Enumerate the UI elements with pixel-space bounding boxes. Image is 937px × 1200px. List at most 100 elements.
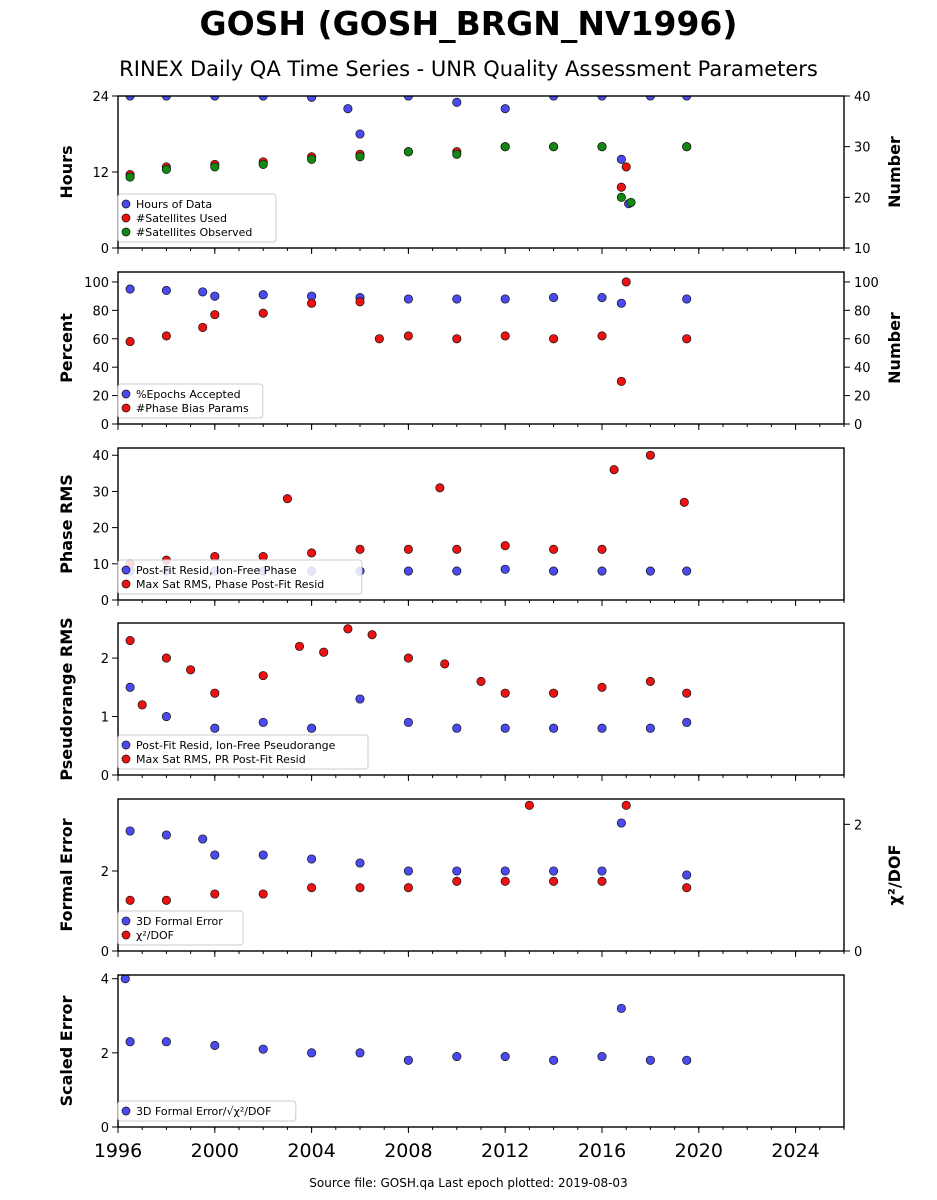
data-point bbox=[258, 290, 268, 300]
data-point bbox=[452, 1052, 462, 1062]
data-point bbox=[549, 1055, 559, 1065]
y2-tick-label: 40 bbox=[854, 90, 871, 105]
legend-marker bbox=[121, 754, 131, 764]
data-point bbox=[258, 1044, 268, 1054]
data-point bbox=[307, 548, 317, 558]
data-point bbox=[120, 975, 130, 984]
y-tick-label: 10 bbox=[92, 558, 109, 573]
y-tick-label: 12 bbox=[92, 166, 109, 181]
y-tick-label: 0 bbox=[101, 242, 109, 257]
data-point bbox=[210, 850, 220, 860]
y2-tick-label: 0 bbox=[854, 945, 862, 960]
data-point bbox=[403, 147, 413, 157]
data-point bbox=[597, 682, 607, 692]
y-tick-label: 2 bbox=[101, 865, 109, 880]
data-point bbox=[549, 566, 559, 576]
data-point bbox=[682, 717, 692, 727]
y-axis-label: Hours bbox=[57, 145, 76, 198]
y2-axis-label: Number bbox=[885, 312, 904, 384]
data-point bbox=[355, 297, 365, 307]
y2-tick-label: 20 bbox=[854, 191, 871, 206]
data-point bbox=[307, 298, 317, 308]
y-tick-label: 40 bbox=[92, 449, 109, 464]
y-axis-label: Phase RMS bbox=[57, 474, 76, 574]
data-point bbox=[616, 298, 626, 308]
data-point bbox=[682, 688, 692, 698]
data-point bbox=[621, 800, 631, 810]
data-point bbox=[125, 682, 135, 692]
x-tick-label: 2024 bbox=[771, 1140, 819, 1162]
data-point bbox=[198, 322, 208, 332]
y-tick-label: 24 bbox=[92, 90, 109, 105]
data-point bbox=[597, 293, 607, 303]
series-points bbox=[125, 277, 692, 386]
data-point bbox=[403, 331, 413, 341]
y-tick-label: 2 bbox=[101, 652, 109, 667]
x-tick-label: 1996 bbox=[94, 1140, 142, 1162]
legend-marker bbox=[121, 227, 131, 237]
data-point bbox=[258, 889, 268, 899]
plot-frame bbox=[117, 95, 845, 249]
panel-6: 1996 2000 2004 2008 2012 2016 2020 2024 0 2 4 Scale… bbox=[57, 973, 845, 1162]
data-point bbox=[258, 717, 268, 727]
legend-marker bbox=[121, 579, 131, 589]
data-point bbox=[621, 277, 631, 287]
legend: Post-Fit Resid, Ion-Free PseudorangeMax … bbox=[117, 734, 369, 770]
y2-tick-label: 40 bbox=[854, 361, 871, 376]
y2-tick-label: 80 bbox=[854, 304, 871, 319]
data-point bbox=[403, 566, 413, 576]
data-point bbox=[403, 294, 413, 304]
legend: %Epochs Accepted#Phase Bias Params bbox=[117, 383, 264, 419]
plot-frame bbox=[117, 447, 845, 601]
data-point bbox=[403, 717, 413, 727]
legend-box bbox=[117, 734, 369, 770]
data-point bbox=[258, 850, 268, 860]
data-point bbox=[161, 830, 171, 840]
x-tick-label: 2012 bbox=[481, 1140, 529, 1162]
y-tick-label: 0 bbox=[101, 418, 109, 433]
data-point bbox=[616, 192, 626, 202]
y2-tick-label: 60 bbox=[854, 333, 871, 348]
data-point bbox=[403, 866, 413, 876]
y-tick-label: 0 bbox=[101, 594, 109, 609]
legend-marker bbox=[121, 199, 131, 209]
data-point bbox=[125, 635, 135, 646]
data-point bbox=[210, 889, 220, 899]
data-point bbox=[549, 544, 559, 554]
data-point bbox=[626, 197, 636, 207]
y2-tick-label: 0 bbox=[854, 418, 862, 433]
data-point bbox=[452, 723, 462, 733]
data-point bbox=[597, 876, 607, 886]
data-point bbox=[355, 152, 365, 162]
data-point bbox=[367, 630, 377, 640]
y-tick-label: 2 bbox=[101, 1047, 109, 1062]
data-point bbox=[597, 142, 607, 152]
panel-2: 0 20 40 60 80 100 0 20 40 60 80 100 Percent Number %Ep… bbox=[57, 271, 904, 433]
data-point bbox=[307, 1048, 317, 1058]
data-point bbox=[500, 541, 510, 551]
data-point bbox=[161, 331, 171, 341]
data-point bbox=[307, 854, 317, 864]
data-point bbox=[645, 450, 655, 460]
data-point bbox=[125, 172, 135, 182]
data-point bbox=[294, 641, 305, 651]
data-point bbox=[343, 624, 353, 634]
data-point bbox=[343, 104, 353, 114]
series-points bbox=[125, 624, 692, 733]
data-point bbox=[452, 97, 462, 107]
data-point bbox=[452, 294, 462, 304]
data-point bbox=[682, 1055, 692, 1065]
y-tick-label: 4 bbox=[101, 973, 109, 988]
source-footer: Source file: GOSH.qa Last epoch plotted:… bbox=[309, 1176, 628, 1190]
y2-axis-label: χ²/DOF bbox=[885, 845, 904, 906]
data-point bbox=[452, 566, 462, 576]
y2-tick-label: 10 bbox=[854, 242, 871, 257]
legend-entry: 3D Formal Error bbox=[136, 915, 223, 928]
y-tick-label: 60 bbox=[92, 333, 109, 348]
data-point bbox=[161, 895, 171, 905]
y-axis-label: Percent bbox=[57, 313, 76, 383]
y-tick-label: 1 bbox=[101, 711, 109, 726]
legend: Hours of Data#Satellites Used#Satellites… bbox=[117, 193, 277, 243]
data-point bbox=[682, 294, 692, 304]
